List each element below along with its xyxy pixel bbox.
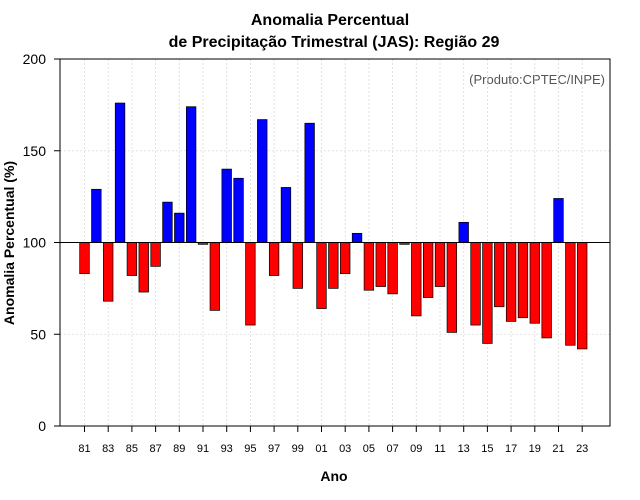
bar-1989: [186, 106, 197, 243]
bar-1986: [150, 242, 161, 267]
bar-1992: [221, 168, 232, 243]
bar-2010: [434, 242, 446, 287]
x-tick-label-4: 89: [173, 443, 185, 455]
bar-2015: [494, 242, 505, 308]
x-tick-label-2: 85: [126, 443, 138, 455]
bar-2006: [387, 242, 398, 295]
bar-1984: [126, 242, 138, 276]
bar-2012: [458, 221, 469, 243]
bar-2022: [577, 242, 588, 350]
bar-2008: [411, 242, 422, 317]
x-tick-label-6: 93: [221, 443, 233, 455]
bar-1982: [103, 242, 114, 302]
x-tick-label-10: 01: [315, 443, 327, 455]
x-tick-label-20: 21: [552, 443, 564, 455]
axes-group: 0 50 100 150 200 81 83 85 87 89 91 93 95 97 99 01 03 05 07…: [23, 51, 611, 455]
x-tick-label-3: 87: [149, 443, 161, 455]
bar-2019: [541, 242, 552, 339]
x-tick-label-13: 07: [386, 443, 398, 455]
bar-2004: [363, 242, 375, 291]
y-axis-label: Anomalia Percentual (%): [1, 161, 17, 325]
bar-2002: [340, 242, 351, 275]
x-tick-label-16: 13: [458, 443, 470, 455]
x-tick-label-18: 17: [505, 443, 517, 455]
x-tick-label-12: 05: [363, 443, 375, 455]
bar-1980: [79, 242, 90, 275]
x-tick-label-11: 03: [339, 443, 351, 455]
x-tick-label-0: 81: [78, 443, 90, 455]
y-tick-label-2: 100: [23, 235, 47, 251]
bar-2016: [505, 242, 517, 322]
bar-2013: [470, 242, 481, 326]
bar-2017: [517, 242, 529, 319]
bar-2020: [553, 198, 564, 243]
bar-2011: [446, 242, 457, 333]
y-tick-label-3: 150: [23, 143, 47, 159]
bar-2005: [375, 242, 386, 287]
chart-title-line1: Anomalia Percentual: [251, 12, 409, 29]
bar-1983: [114, 102, 126, 243]
x-tick-label-7: 95: [244, 443, 256, 455]
bar-1991: [209, 242, 221, 311]
bar-1995: [257, 119, 268, 243]
x-tick-label-15: 11: [434, 443, 445, 455]
y-tick-label-1: 50: [30, 326, 46, 342]
x-tick-label-5: 91: [197, 443, 209, 455]
bar-2003: [351, 232, 363, 243]
bar-1993: [233, 177, 244, 243]
bar-2021: [565, 242, 576, 346]
bar-2018: [529, 242, 540, 324]
bar-2000: [316, 242, 327, 309]
bar-1996: [268, 242, 280, 276]
bar-1985: [138, 242, 149, 293]
bars-group: [79, 102, 588, 350]
x-tick-label-1: 83: [102, 443, 114, 455]
x-tick-label-14: 09: [410, 443, 422, 455]
chart-title-line2: de Precipitação Trimestral (JAS): Região…: [169, 34, 500, 51]
y-tick-label-4: 200: [23, 51, 47, 67]
grid-lines: [60, 58, 610, 427]
bar-1997: [280, 187, 292, 243]
y-tick-label-0: 0: [38, 418, 46, 434]
x-tick-label-9: 99: [292, 443, 304, 455]
bar-2009: [423, 242, 434, 298]
bar-1981: [91, 188, 102, 243]
bar-1987: [162, 201, 173, 243]
x-tick-label-17: 15: [481, 443, 493, 455]
bar-2001: [328, 242, 339, 289]
x-tick-label-19: 19: [529, 443, 541, 455]
x-tick-label-21: 23: [576, 443, 588, 455]
x-tick-label-8: 97: [268, 443, 280, 455]
credit-text: (Produto:CPTEC/INPE): [469, 72, 605, 87]
x-axis-label: Ano: [320, 468, 347, 484]
bar-2014: [482, 242, 493, 344]
bar-1999: [304, 122, 315, 243]
bar-1994: [245, 242, 256, 326]
bar-1998: [292, 242, 303, 289]
bar-1988: [174, 212, 185, 243]
